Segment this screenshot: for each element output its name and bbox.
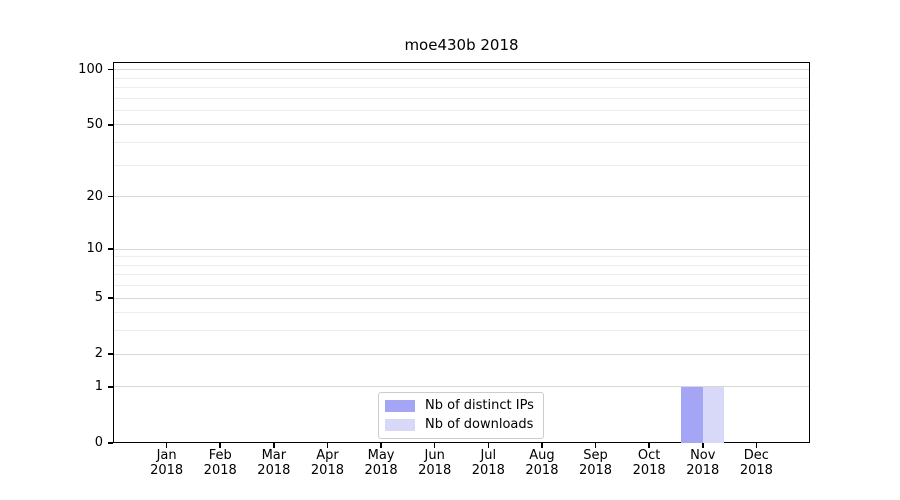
y-tick-label: 0	[94, 435, 103, 450]
y-gridline-major	[114, 353, 809, 355]
x-axis-tick	[594, 443, 597, 448]
y-gridline-major	[114, 297, 809, 299]
x-axis-tick	[648, 443, 650, 448]
y-gridline-minor	[114, 312, 809, 314]
x-axis-tick	[165, 443, 168, 448]
x-axis-tick	[380, 443, 382, 448]
x-tick-label: Dec 2018	[739, 448, 773, 478]
legend: Nb of distinct IPs Nb of downloads	[378, 392, 544, 439]
x-tick-label: Nov 2018	[686, 448, 720, 478]
legend-entry: Nb of downloads	[385, 417, 534, 433]
y-gridline-major	[114, 248, 809, 250]
x-tick-label: Sep 2018	[578, 448, 613, 478]
x-tick-label: Mar 2018	[257, 448, 291, 478]
y-gridline-major	[114, 124, 809, 126]
chart-title: moe430b 2018	[404, 36, 519, 54]
bar-nb-of-distinct-ips-nov-2018	[681, 386, 703, 443]
y-axis-tick	[108, 195, 113, 198]
y-axis-tick	[108, 353, 113, 355]
y-gridline-minor	[114, 77, 809, 79]
x-tick-label: Oct 2018	[632, 448, 666, 478]
y-tick-label: 1	[94, 378, 103, 394]
x-tick-label: Aug 2018	[525, 448, 559, 478]
y-gridline-minor	[114, 97, 809, 99]
y-axis-tick	[108, 248, 113, 250]
y-gridline-minor	[114, 285, 809, 287]
y-tick-label: 10	[86, 241, 103, 256]
y-gridline-minor	[114, 164, 809, 166]
y-gridline-major	[114, 386, 809, 388]
y-gridline-minor	[114, 142, 809, 144]
x-axis-tick	[433, 443, 436, 448]
x-axis-tick	[702, 443, 704, 448]
y-axis-tick	[108, 124, 113, 126]
legend-label: Nb of downloads	[425, 417, 534, 432]
y-axis-tick	[108, 386, 113, 388]
x-axis-tick	[219, 443, 221, 448]
x-axis-tick	[541, 443, 543, 448]
y-tick-label: 50	[86, 116, 103, 132]
legend-swatch-nb-of-downloads	[385, 419, 415, 431]
legend-label: Nb of distinct IPs	[425, 398, 534, 413]
x-tick-label: May 2018	[364, 448, 398, 478]
y-gridline-minor	[114, 86, 809, 88]
y-tick-label: 2	[94, 346, 103, 362]
y-tick-label: 20	[86, 188, 103, 204]
x-axis-tick	[273, 443, 275, 448]
legend-entry: Nb of distinct IPs	[385, 398, 534, 414]
x-axis-tick	[326, 443, 329, 448]
x-axis-tick	[487, 443, 490, 448]
x-axis-tick	[755, 443, 758, 448]
legend-swatch-nb-of-distinct-ips	[385, 400, 415, 412]
y-gridline-major	[114, 196, 809, 198]
x-tick-label: Feb 2018	[203, 448, 237, 478]
y-gridline-minor	[114, 274, 809, 276]
y-gridline-minor	[114, 256, 809, 258]
y-gridline-minor	[114, 109, 809, 111]
y-gridline-minor	[114, 330, 809, 332]
x-tick-label: Jun 2018	[418, 448, 452, 478]
x-tick-label: Jan 2018	[150, 448, 184, 478]
y-axis-tick	[108, 68, 113, 71]
bar-nb-of-downloads-nov-2018	[702, 386, 725, 443]
y-tick-label: 100	[78, 61, 103, 77]
x-tick-label: Apr 2018	[310, 448, 344, 478]
y-tick-label: 5	[94, 290, 103, 306]
x-tick-label: Jul 2018	[471, 448, 505, 478]
y-gridline-minor	[114, 264, 809, 266]
plot-area	[113, 62, 810, 443]
y-gridline-major	[114, 69, 809, 71]
y-axis-tick	[108, 297, 113, 299]
y-axis-tick	[108, 442, 113, 444]
